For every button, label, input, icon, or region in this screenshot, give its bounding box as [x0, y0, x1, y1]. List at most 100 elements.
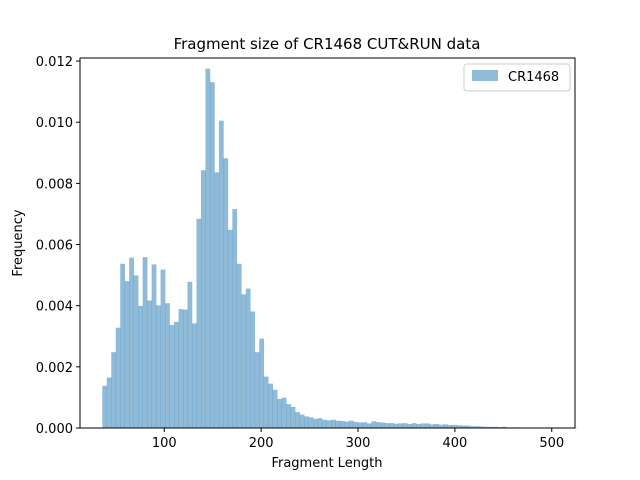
histogram-bar	[299, 414, 305, 428]
y-axis-label: Frequency	[11, 209, 26, 276]
histogram-bar	[461, 425, 466, 428]
y-tick-label: 0.002	[36, 361, 73, 376]
histogram-bar	[344, 421, 350, 428]
histogram-bar	[492, 426, 498, 428]
histogram-bar	[380, 422, 386, 428]
legend-label: CR1468	[508, 70, 559, 85]
histogram-bar	[348, 420, 354, 428]
histogram-bar	[250, 311, 256, 428]
legend-swatch	[472, 70, 498, 81]
histogram-bar	[196, 218, 202, 428]
histogram-bar	[407, 424, 413, 428]
histogram-bar	[236, 263, 242, 428]
histogram-bar	[272, 389, 278, 428]
histogram-bar	[470, 426, 475, 428]
histogram-bar	[191, 323, 197, 428]
histogram-bar	[223, 158, 229, 429]
histogram-bar	[438, 424, 444, 428]
histogram-bar	[187, 281, 193, 428]
histogram-bar	[335, 420, 341, 428]
y-axis-ticks: 0.000 0.002 0.004 0.006 0.008 0.010 0.012	[36, 55, 80, 437]
histogram-bar	[487, 426, 493, 428]
histogram-bar	[366, 423, 372, 428]
histogram-bar	[290, 406, 296, 428]
y-tick-label: 0.008	[36, 177, 73, 192]
chart-title: Fragment size of CR1468 CUT&RUN data	[174, 35, 481, 53]
histogram-bar	[214, 172, 220, 428]
histogram-bar	[232, 209, 238, 428]
histogram-bar	[200, 170, 206, 428]
histogram-bar	[106, 377, 112, 428]
histogram-bar	[183, 309, 188, 428]
histogram-bar	[268, 383, 274, 428]
histogram-bar	[102, 385, 108, 428]
histogram-bar	[474, 426, 480, 428]
histogram-bar	[317, 418, 323, 428]
histogram-bar	[308, 417, 314, 428]
histogram-bar	[120, 263, 126, 428]
histogram-bar	[254, 352, 260, 428]
histogram-bar	[353, 421, 359, 428]
histogram-bar	[420, 423, 426, 428]
histogram-bar	[339, 420, 345, 428]
histogram-bar	[165, 303, 170, 428]
histogram-bar	[178, 309, 184, 428]
histogram-bar	[169, 324, 175, 428]
histogram-bar	[371, 421, 377, 428]
histogram-bar	[151, 264, 157, 428]
x-axis-ticks: 100 200 300 400 500	[152, 428, 564, 451]
histogram-bar	[218, 120, 224, 428]
histogram-bar	[160, 269, 166, 428]
histogram-bar	[259, 338, 265, 428]
x-tick-label: 200	[249, 436, 274, 451]
y-tick-label: 0.012	[36, 55, 73, 70]
x-tick-label: 100	[152, 436, 177, 451]
histogram-bar	[479, 426, 484, 428]
x-tick-label: 400	[442, 436, 467, 451]
histogram-bar	[138, 305, 143, 428]
histogram-bar	[501, 426, 507, 428]
histogram-bar	[174, 321, 179, 428]
histogram-bar	[295, 412, 300, 428]
histogram-bar	[362, 422, 368, 428]
x-tick-label: 500	[539, 436, 564, 451]
histogram-bar	[411, 423, 417, 428]
histogram-bar	[241, 294, 247, 428]
histogram-bar	[313, 418, 318, 428]
y-tick-label: 0.004	[36, 300, 73, 315]
y-tick-label: 0.010	[36, 116, 73, 131]
histogram-bar	[483, 426, 489, 428]
histogram-bar	[286, 404, 291, 428]
histogram-bar	[263, 376, 269, 428]
histogram-bar	[227, 229, 233, 428]
histogram-bar	[142, 257, 148, 428]
histogram-bar	[465, 425, 471, 428]
histogram-bar	[326, 420, 332, 428]
histogram-bar	[402, 423, 408, 428]
histogram-bar	[357, 422, 363, 428]
histogram-bar	[304, 416, 309, 428]
x-tick-label: 300	[346, 436, 371, 451]
histogram-bar	[205, 68, 211, 428]
histogram-bar	[115, 327, 121, 428]
histogram-bar	[281, 397, 287, 428]
histogram-bar	[331, 419, 336, 428]
x-axis-label: Fragment Length	[271, 456, 382, 471]
histogram-bar	[111, 352, 117, 428]
y-tick-label: 0.000	[36, 422, 73, 437]
histogram-bar	[429, 424, 435, 428]
histogram-bar	[443, 424, 448, 428]
histogram-bar	[384, 423, 390, 428]
histogram-bar	[393, 423, 399, 428]
histogram-bar	[375, 422, 381, 428]
histogram-bar	[389, 423, 395, 428]
legend: CR1468	[463, 63, 571, 92]
histogram-bar	[416, 424, 422, 428]
histogram-bar	[156, 305, 161, 428]
plot-frame	[79, 57, 576, 429]
histogram-bar	[277, 398, 282, 428]
histogram-bar	[245, 288, 251, 428]
histogram-bar	[129, 257, 134, 428]
histogram-bar	[133, 275, 139, 428]
